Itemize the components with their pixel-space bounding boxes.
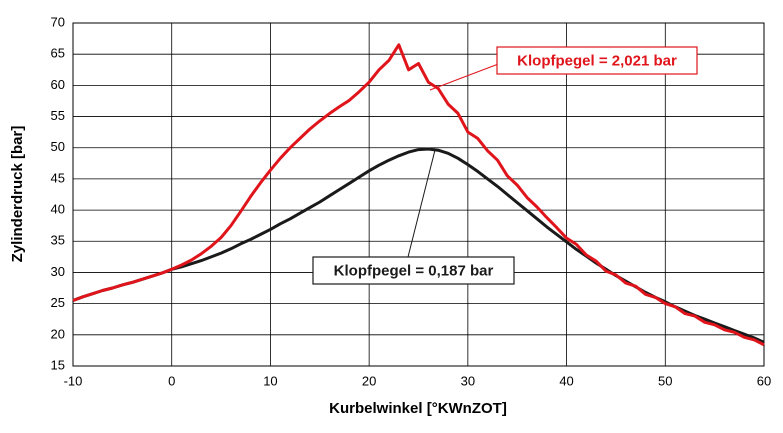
- y-tick-label: 55: [51, 108, 65, 123]
- x-tick-label: 40: [559, 373, 573, 388]
- y-tick-label: 35: [51, 233, 65, 248]
- y-tick-label: 50: [51, 139, 65, 154]
- annotation-text: Klopfpegel = 2,021 bar: [517, 52, 677, 69]
- y-tick-label: 70: [51, 14, 65, 29]
- data-line: [72, 43, 765, 347]
- y-tick-label: 15: [51, 357, 65, 372]
- annotation-box: [496, 46, 698, 75]
- y-tick-label: 45: [51, 170, 65, 185]
- x-axis-title: Kurbelwinkel [°KWnZOT]: [329, 400, 507, 417]
- y-tick-label: 20: [51, 326, 65, 341]
- y-tick-label: 40: [51, 202, 65, 217]
- annotation-text: Klopfpegel = 0,187 bar: [334, 262, 494, 279]
- x-tick-label: 0: [168, 373, 175, 388]
- leader-line: [407, 149, 436, 258]
- x-tick-label: 10: [263, 373, 277, 388]
- y-tick-label: 65: [51, 46, 65, 61]
- x-tick-label: -10: [64, 373, 83, 388]
- x-tick-label: 30: [461, 373, 475, 388]
- data-line: [72, 147, 765, 344]
- y-tick-label: 25: [51, 295, 65, 310]
- x-tick-label: 20: [362, 373, 376, 388]
- y-tick-label: 30: [51, 264, 65, 279]
- y-tick-label: 60: [51, 77, 65, 92]
- y-axis-title: Zylinderdruck [bar]: [9, 126, 26, 263]
- plot-frame: [72, 22, 765, 367]
- leader-line: [429, 64, 498, 91]
- annotation-box: [312, 256, 515, 285]
- x-tick-label: 60: [757, 373, 771, 388]
- x-tick-label: 50: [658, 373, 672, 388]
